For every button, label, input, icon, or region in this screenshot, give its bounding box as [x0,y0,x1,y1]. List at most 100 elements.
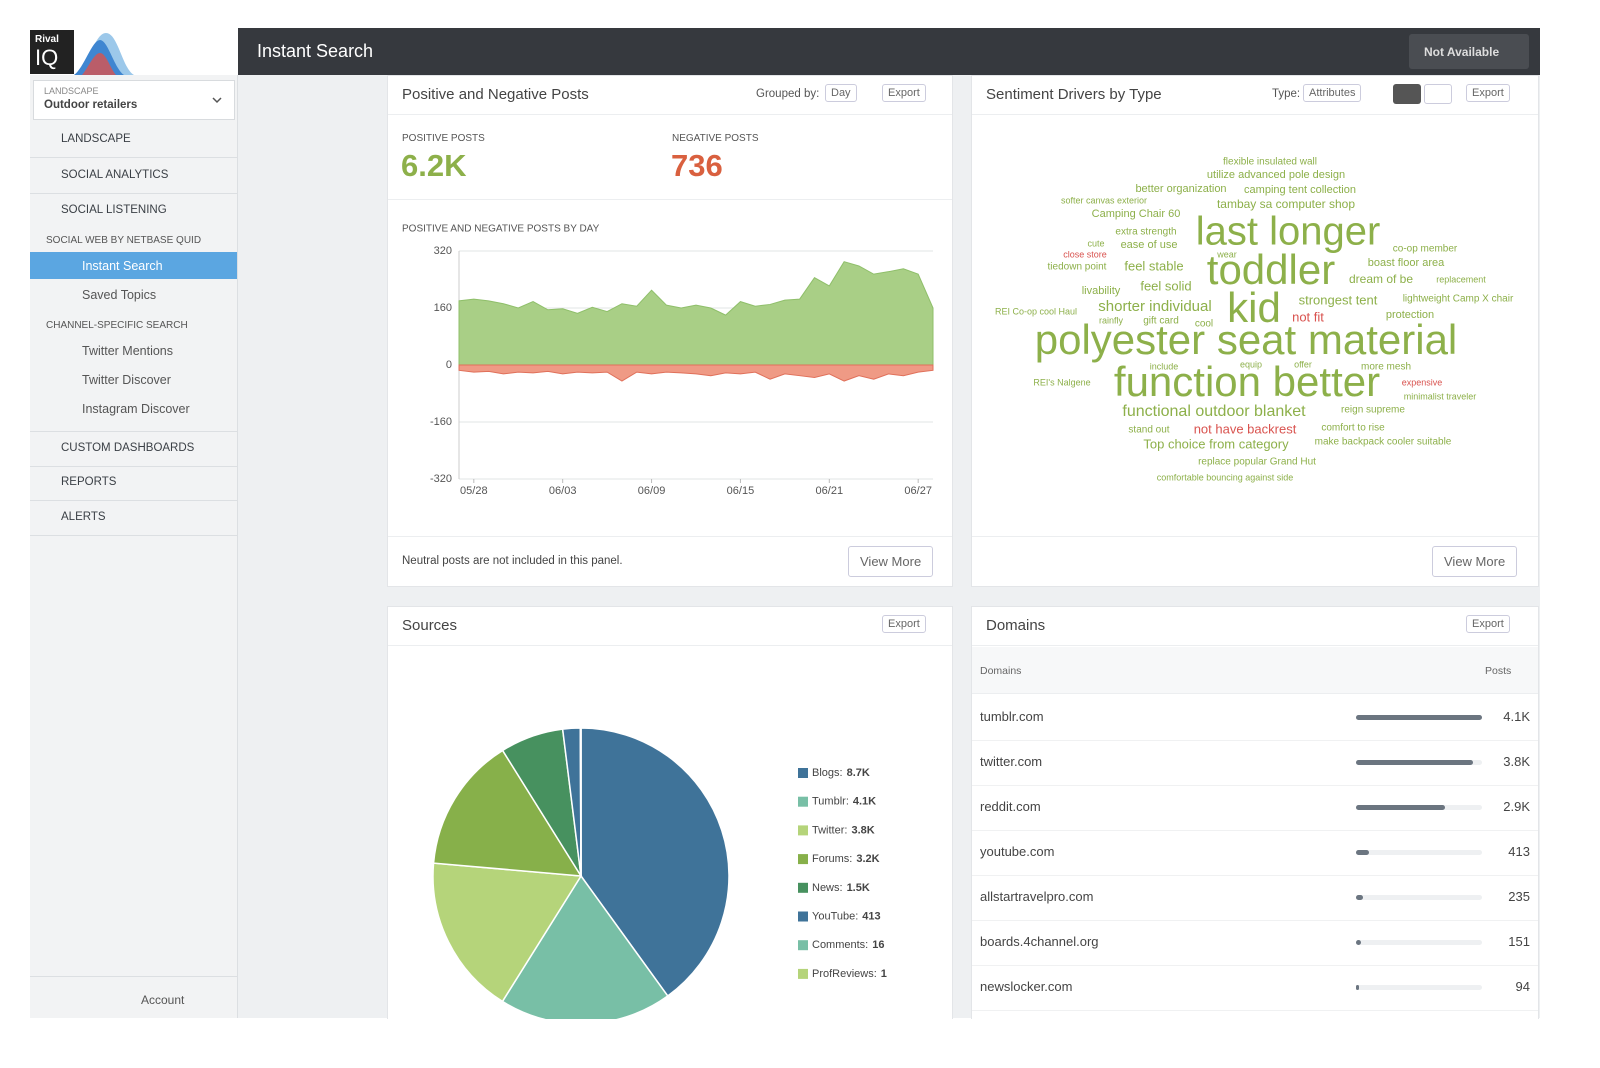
menu-item[interactable]: SOCIAL ANALYTICS [30,159,237,194]
cloud-word: feel solid [1140,278,1191,293]
footnote: Neutral posts are not included in this p… [402,555,623,567]
menu-item[interactable]: REPORTS [30,466,237,501]
post-count: 94 [1515,979,1530,994]
menu-item[interactable]: LANDSCAPE [30,123,237,158]
table-row: boards.4channel.org 151 [972,920,1538,966]
cloud-word: better organization [1135,183,1226,195]
domain-name: youtube.com [980,844,1055,859]
legend-swatch [798,940,808,951]
cloud-word: dream of be [1349,272,1413,286]
legend-category: Tumblr: [812,796,849,808]
legend-label: Forums: 3.2K [812,853,880,865]
legend-label: Twitter: 3.8K [812,824,875,836]
menu-item[interactable]: Twitter Discover [82,373,171,387]
menu-item[interactable]: Instagram Discover [82,402,190,416]
column-header: Domains [980,665,1022,677]
cloud-word: kid [1227,284,1281,331]
legend-label: YouTube: 413 [812,910,881,922]
cloud-view-toggle[interactable] [1393,84,1421,104]
legend-category: YouTube: [812,910,858,922]
logo[interactable]: Rival IQ [30,28,238,75]
y-tick-label: 160 [434,302,452,314]
export-button[interactable]: Export [1466,84,1510,102]
type-label: Type: [1272,88,1301,100]
menu-label: SOCIAL LISTENING [61,204,167,216]
filter-button[interactable]: Not Available [1409,34,1529,69]
view-more[interactable]: View More [1432,546,1518,577]
legend-label: ProfReviews: 1 [812,968,887,980]
filter-label: Not Available [1424,45,1500,59]
legend-swatch [798,911,808,922]
legend-label: Tumblr: 4.1K [812,796,876,808]
x-tick-label: 06/03 [549,485,577,497]
menu-item[interactable]: ALERTS [30,501,237,536]
legend-value: 3.2K [856,853,879,865]
table-view-toggle[interactable] [1424,84,1452,104]
area [458,261,934,366]
column-header[interactable]: Posts [1485,665,1512,677]
export-button[interactable]: Export [1466,615,1510,633]
logo-waves [74,33,134,75]
account-link[interactable]: Account [141,993,185,1007]
table-header: Domains Posts [972,647,1538,694]
legend-category: Twitter: [812,824,847,836]
y-tick-label: -160 [430,416,452,428]
cloud-word: make backpack cooler suitable [1315,437,1452,448]
bar-track [1356,895,1482,900]
cloud-word: toddler [1207,246,1335,293]
legend-value: 1.5K [847,882,870,894]
menu-item[interactable]: Saved Topics [82,288,157,302]
table-row: allstartravelpro.com 235 [972,875,1538,921]
cloud-word: shorter individual [1098,298,1211,315]
menu-item[interactable]: CUSTOM DASHBOARDS [30,431,237,467]
group-label: CHANNEL-SPECIFIC SEARCH [46,320,188,331]
x-tick-label: 06/09 [638,485,666,497]
cloud-word: not have backrest [1194,421,1297,436]
cloud-word: REI's Nalgene [1033,377,1090,387]
legend-swatch [798,854,808,865]
bar [1356,760,1473,765]
legend-label: Comments: 16 [812,939,885,951]
chevron [212,97,222,104]
menu-item[interactable]: Twitter Mentions [82,344,174,358]
stat-label: NEGATIVE POSTS [672,133,759,144]
export-button[interactable]: Export [882,615,926,633]
panel-header: Sources Export [388,607,952,646]
cloud-word: stand out [1128,425,1169,436]
divider [972,536,1538,537]
legend-value: 4.1K [853,796,876,808]
divider [388,536,952,537]
legend-value: 8.7K [847,767,870,779]
cloud-word: not fit [1292,309,1324,324]
grouped-select[interactable]: Day [825,84,857,102]
active-item[interactable]: Instant Search [30,252,237,279]
domain-name: twitter.com [980,754,1043,769]
panel-title: Domains [986,617,1046,634]
table-row: twitter.com 3.8K [972,740,1538,786]
divider [30,976,237,977]
cloud-word: minimalist traveler [1404,391,1477,401]
view-more[interactable]: View More [848,546,934,577]
y-tick-label: 320 [434,245,452,257]
cloud-word: tiedown point [1048,262,1107,273]
x-tick-label: 06/15 [727,485,755,497]
grouped-label: Grouped by: [756,88,820,100]
sidebar: LANDSCAPE Outdoor retailers LANDSCAPE SO… [30,75,238,1018]
export-button[interactable]: Export [882,84,926,102]
cloud-word: replace popular Grand Hut [1198,457,1316,468]
type-select[interactable]: Attributes [1303,84,1362,102]
x-tick-label: 06/21 [816,485,844,497]
legend-value: 1 [881,968,887,980]
cloud-word: offer [1294,359,1312,369]
cloud-word: gift card [1143,316,1179,327]
y-tick-label: 0 [446,359,452,371]
menu-item[interactable]: SOCIAL LISTENING [30,194,237,228]
cloud-word: function better [1114,358,1380,405]
bar-track [1356,850,1482,855]
legend-swatch [798,882,808,893]
stat-value: 6.2K [401,148,467,183]
landscape-selector[interactable]: LANDSCAPE Outdoor retailers [33,80,235,120]
cloud-word: ease of use [1121,239,1178,251]
table-row: newslocker.com 94 [972,965,1538,1011]
